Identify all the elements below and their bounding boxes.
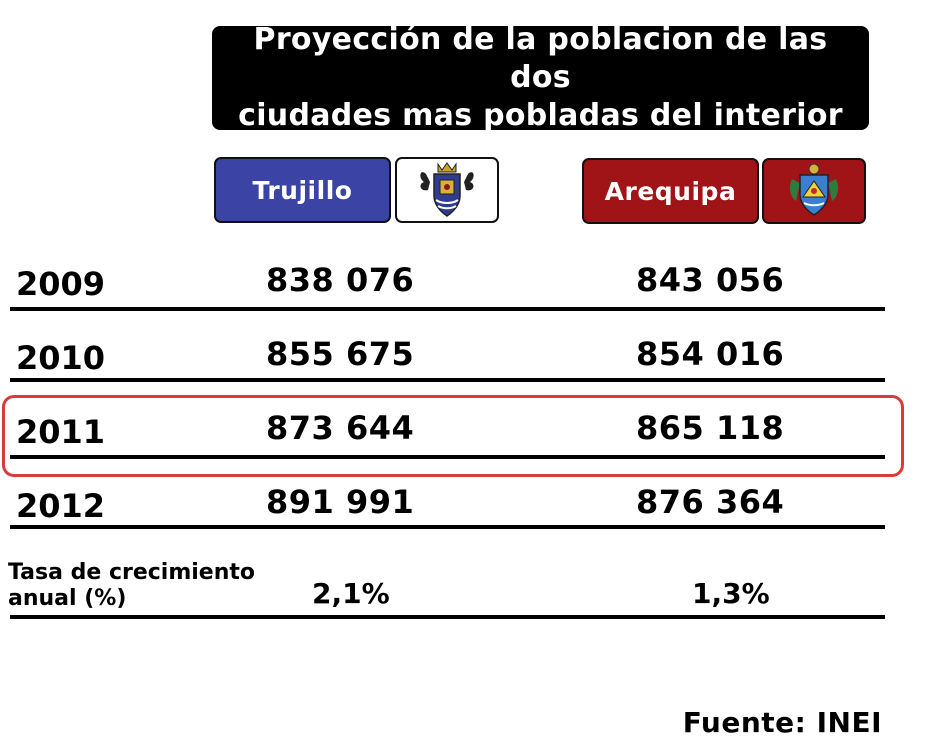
title-line-1: Proyección de la poblacion de las dos bbox=[253, 22, 828, 95]
growth-rate-label: Tasa de crecimiento anual (%) bbox=[8, 560, 256, 611]
cell-2011-trujillo: 873 644 bbox=[266, 409, 415, 447]
row-year-2012: 2012 bbox=[16, 487, 106, 525]
city-name-trujillo: Trujillo bbox=[252, 175, 353, 205]
growth-rate-trujillo: 2,1% bbox=[312, 577, 390, 610]
cell-2009-arequipa: 843 056 bbox=[636, 261, 785, 299]
row-divider-2010 bbox=[10, 378, 885, 382]
city-name-arequipa: Arequipa bbox=[604, 176, 737, 206]
source-note: Fuente: INEI bbox=[682, 706, 882, 739]
cell-2012-arequipa: 876 364 bbox=[636, 483, 785, 521]
cell-2012-trujillo: 891 991 bbox=[266, 483, 415, 521]
row-year-2009: 2009 bbox=[16, 265, 106, 303]
crest-box-arequipa bbox=[762, 158, 866, 224]
title-banner: Proyección de la poblacion de las dos ci… bbox=[212, 22, 869, 133]
cell-2011-arequipa: 865 118 bbox=[636, 409, 785, 447]
row-divider-growth bbox=[10, 615, 885, 619]
trujillo-coat-of-arms-icon bbox=[420, 162, 474, 217]
row-divider-2012 bbox=[10, 525, 885, 529]
arequipa-coat-of-arms-icon bbox=[789, 163, 839, 216]
row-year-2011: 2011 bbox=[16, 413, 106, 451]
row-divider-2009 bbox=[10, 307, 885, 311]
cell-2010-trujillo: 855 675 bbox=[266, 335, 415, 373]
cell-2009-trujillo: 838 076 bbox=[266, 261, 415, 299]
chart-title: Proyección de la poblacion de las dos ci… bbox=[212, 21, 869, 135]
city-header-trujillo: Trujillo bbox=[214, 157, 391, 223]
city-header-arequipa: Arequipa bbox=[582, 158, 759, 224]
title-line-2: ciudades mas pobladas del interior bbox=[238, 98, 843, 133]
row-divider-2011 bbox=[10, 455, 885, 459]
crest-box-trujillo bbox=[395, 157, 499, 223]
cell-2010-arequipa: 854 016 bbox=[636, 335, 785, 373]
growth-rate-arequipa: 1,3% bbox=[692, 577, 770, 610]
row-year-2010: 2010 bbox=[16, 339, 106, 377]
highlight-row-2011 bbox=[2, 395, 904, 477]
